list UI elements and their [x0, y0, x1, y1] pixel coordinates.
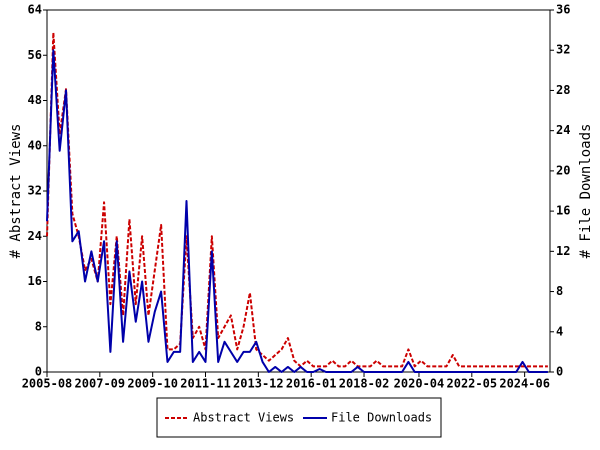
y2-tick-label: 16 — [556, 204, 570, 218]
y2-tick-label: 8 — [556, 284, 563, 298]
x-tick-label: 2024-06 — [499, 377, 550, 391]
x-tick-label: 2007-09 — [75, 377, 126, 391]
y2-tick-label: 24 — [556, 123, 570, 137]
legend-label: File Downloads — [331, 411, 432, 425]
y2-tick-label: 0 — [556, 365, 563, 379]
y2-axis-title: # File Downloads — [578, 124, 594, 259]
y-tick-label: 8 — [35, 319, 42, 333]
x-tick-label: 2009-10 — [127, 377, 178, 391]
x-tick-label: 2005-08 — [22, 377, 73, 391]
x-tick-label: 2011-11 — [180, 377, 231, 391]
y-axis-title: # Abstract Views — [8, 124, 24, 259]
x-tick-label: 2013-12 — [233, 377, 284, 391]
x-tick-label: 2016-01 — [286, 377, 337, 391]
legend: Abstract Views File Downloads — [165, 411, 432, 425]
y2-tick-label: 12 — [556, 244, 570, 258]
y-tick-label: 48 — [28, 93, 42, 107]
y-tick-label: 32 — [28, 184, 42, 198]
y2-tick-label: 36 — [556, 3, 570, 17]
legend-label: Abstract Views — [193, 411, 294, 425]
y-tick-label: 24 — [28, 229, 42, 243]
y-tick-label: 0 — [35, 365, 42, 379]
x-tick-label: 2020-04 — [394, 377, 445, 391]
y-tick-label: 16 — [28, 274, 42, 288]
y2-tick-label: 20 — [556, 163, 570, 177]
legend-box — [156, 397, 442, 438]
y2-tick-label: 32 — [556, 43, 570, 57]
x-tick-label: 2022-05 — [447, 377, 498, 391]
y-tick-label: 40 — [28, 138, 42, 152]
x-tick-label: 2018-02 — [339, 377, 390, 391]
y2-tick-label: 28 — [556, 83, 570, 97]
y-tick-label: 56 — [28, 48, 42, 62]
series-line — [46, 31, 548, 368]
y-tick-label: 64 — [28, 3, 42, 17]
y2-tick-label: 4 — [556, 324, 563, 338]
series-line — [46, 49, 548, 373]
